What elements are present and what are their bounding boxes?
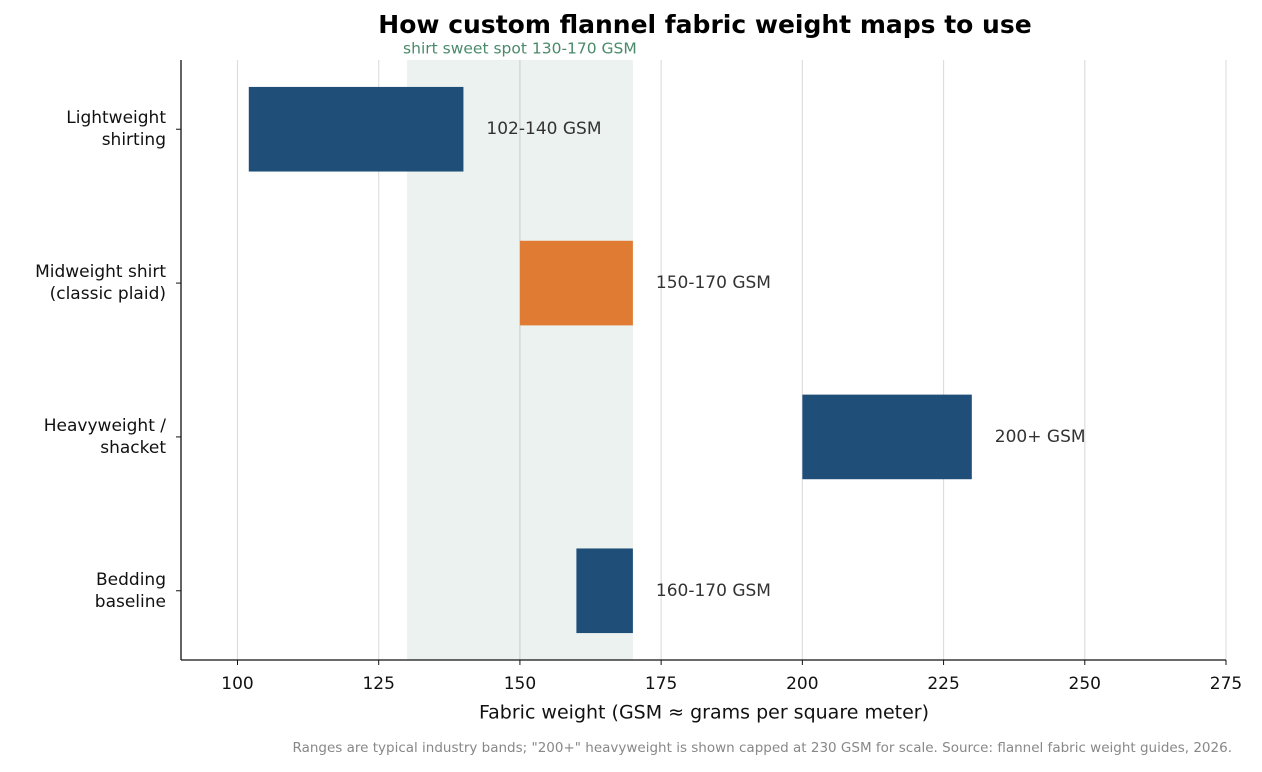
- x-tick-label: 150: [504, 674, 536, 694]
- bar: [576, 548, 633, 634]
- value-label: 150-170 GSM: [656, 273, 771, 293]
- x-tick-label: 175: [645, 674, 677, 694]
- x-tick-label: 250: [1069, 674, 1101, 694]
- value-label: 102-140 GSM: [486, 119, 601, 139]
- x-tick-label: 225: [927, 674, 959, 694]
- value-label: 200+ GSM: [995, 427, 1086, 447]
- highlight-label: shirt sweet spot 130-170 GSM: [403, 40, 637, 58]
- x-tick-label: 200: [786, 674, 818, 694]
- bar: [248, 86, 464, 172]
- x-tick-label: 100: [221, 674, 253, 694]
- y-tick-label: Heavyweight / shacket: [43, 415, 166, 458]
- x-tick-label: 275: [1210, 674, 1242, 694]
- x-tick-label: 125: [362, 674, 394, 694]
- x-axis-label: Fabric weight (GSM ≈ grams per square me…: [479, 702, 929, 724]
- y-tick-label: Lightweight shirting: [66, 108, 166, 151]
- y-tick-label: Bedding baseline: [94, 569, 166, 612]
- footnote: Ranges are typical industry bands; "200+…: [292, 740, 1232, 756]
- bar: [802, 394, 972, 480]
- value-label: 160-170 GSM: [656, 581, 771, 601]
- chart-title: How custom flannel fabric weight maps to…: [378, 10, 1031, 39]
- y-tick-label: Midweight shirt (classic plaid): [35, 262, 166, 305]
- bar: [519, 240, 633, 326]
